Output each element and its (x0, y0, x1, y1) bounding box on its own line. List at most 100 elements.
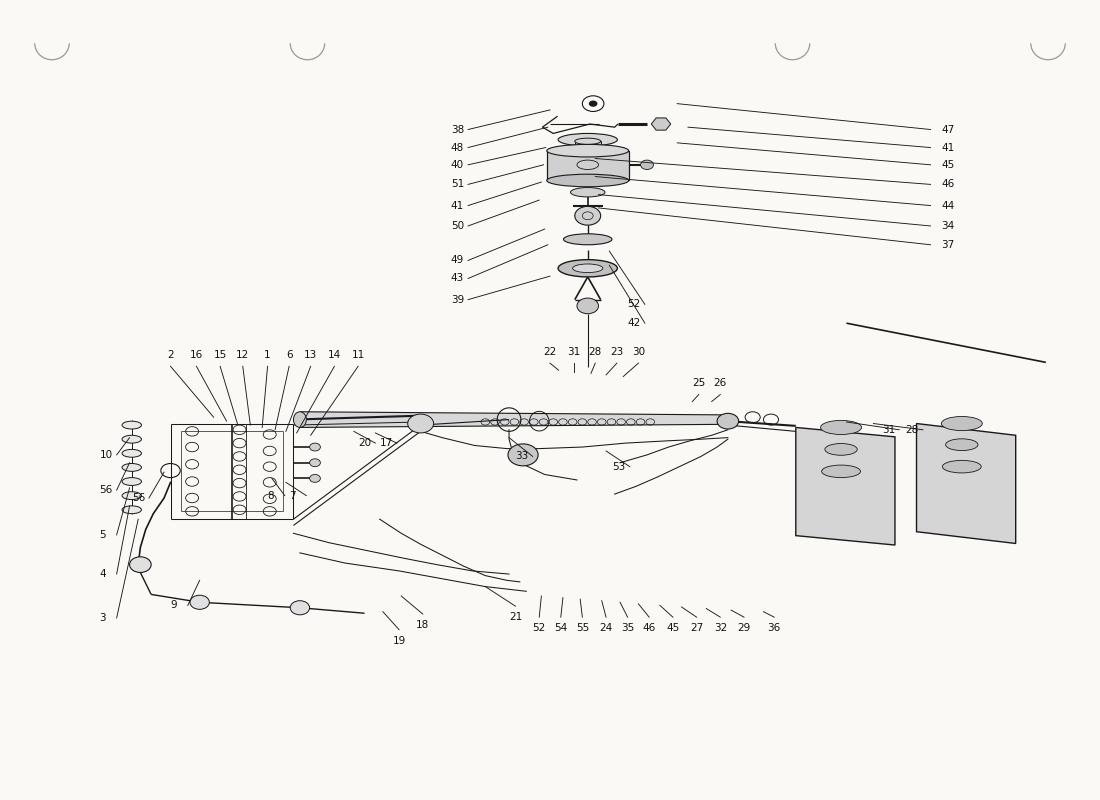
Text: 51: 51 (451, 179, 464, 190)
Ellipse shape (122, 435, 142, 443)
Text: 31: 31 (568, 347, 581, 357)
Circle shape (640, 160, 653, 170)
Text: 10: 10 (99, 450, 112, 460)
Text: 1: 1 (264, 350, 271, 360)
Ellipse shape (943, 460, 981, 473)
Ellipse shape (558, 134, 617, 146)
Text: 48: 48 (451, 142, 464, 153)
Text: 38: 38 (451, 125, 464, 134)
Text: 18: 18 (416, 620, 429, 630)
Polygon shape (651, 118, 671, 130)
Ellipse shape (122, 506, 142, 514)
Text: 9: 9 (170, 601, 177, 610)
Circle shape (309, 459, 320, 466)
Text: 42: 42 (628, 318, 641, 328)
Text: 34: 34 (942, 221, 955, 231)
Text: 41: 41 (942, 142, 955, 153)
Ellipse shape (122, 450, 142, 458)
Text: 13: 13 (304, 350, 317, 360)
Text: 35: 35 (621, 623, 635, 634)
Text: 29: 29 (737, 623, 750, 634)
Circle shape (309, 474, 320, 482)
Text: 46: 46 (942, 179, 955, 190)
Ellipse shape (821, 420, 861, 434)
Ellipse shape (825, 443, 857, 455)
Text: 45: 45 (942, 160, 955, 170)
Text: 25: 25 (692, 378, 705, 388)
Text: 22: 22 (543, 347, 557, 357)
Ellipse shape (563, 234, 612, 245)
Text: 31: 31 (882, 425, 895, 434)
Circle shape (508, 444, 538, 466)
Circle shape (290, 601, 309, 615)
Text: 28: 28 (905, 425, 918, 434)
Text: 23: 23 (610, 347, 624, 357)
Text: 19: 19 (393, 636, 406, 646)
Text: 20: 20 (359, 438, 371, 448)
Circle shape (588, 101, 597, 106)
Text: 56: 56 (132, 493, 145, 503)
Text: 2: 2 (167, 350, 174, 360)
Ellipse shape (575, 138, 601, 145)
Ellipse shape (294, 412, 307, 427)
Polygon shape (916, 423, 1015, 543)
Bar (575, 142, 601, 149)
Text: 52: 52 (628, 299, 641, 310)
Ellipse shape (122, 492, 142, 499)
Text: 14: 14 (328, 350, 341, 360)
Ellipse shape (122, 463, 142, 471)
Text: 28: 28 (588, 347, 602, 357)
Bar (547, 150, 629, 181)
Ellipse shape (573, 264, 603, 273)
Text: 43: 43 (451, 274, 464, 283)
Text: 41: 41 (451, 201, 464, 210)
Circle shape (717, 414, 739, 429)
Text: 6: 6 (286, 350, 293, 360)
Text: 44: 44 (942, 201, 955, 210)
Circle shape (578, 298, 598, 314)
Ellipse shape (122, 421, 142, 429)
Ellipse shape (942, 417, 982, 430)
Text: 30: 30 (631, 347, 645, 357)
Ellipse shape (822, 465, 860, 478)
Text: 53: 53 (613, 462, 626, 472)
Text: 36: 36 (768, 623, 781, 634)
Text: 11: 11 (352, 350, 365, 360)
Text: 54: 54 (554, 623, 568, 634)
Text: 27: 27 (690, 623, 703, 634)
Text: 52: 52 (532, 623, 546, 634)
Polygon shape (300, 412, 728, 427)
Text: 5: 5 (99, 530, 106, 540)
Text: 12: 12 (236, 350, 250, 360)
Ellipse shape (122, 478, 142, 486)
Text: 16: 16 (190, 350, 204, 360)
Circle shape (575, 206, 601, 225)
Text: 8: 8 (267, 490, 274, 501)
Text: 3: 3 (99, 613, 106, 623)
Ellipse shape (571, 187, 605, 197)
Ellipse shape (558, 260, 617, 277)
Text: 46: 46 (642, 623, 656, 634)
Text: 33: 33 (516, 451, 529, 462)
Text: 49: 49 (451, 255, 464, 266)
Circle shape (408, 414, 433, 433)
Polygon shape (795, 427, 895, 545)
Text: 55: 55 (575, 623, 589, 634)
Ellipse shape (547, 145, 629, 157)
Text: 47: 47 (942, 125, 955, 134)
Text: 24: 24 (600, 623, 613, 634)
Text: 50: 50 (451, 221, 464, 231)
Text: 26: 26 (714, 378, 727, 388)
Circle shape (309, 443, 320, 451)
Text: 45: 45 (667, 623, 680, 634)
Text: 17: 17 (379, 438, 393, 448)
Circle shape (130, 557, 151, 573)
Text: 4: 4 (99, 569, 106, 579)
Ellipse shape (946, 439, 978, 450)
Text: 32: 32 (714, 623, 727, 634)
Text: 56: 56 (99, 485, 112, 495)
Ellipse shape (547, 174, 629, 186)
Text: 37: 37 (942, 240, 955, 250)
Text: 21: 21 (509, 613, 522, 622)
Text: 7: 7 (289, 490, 296, 501)
